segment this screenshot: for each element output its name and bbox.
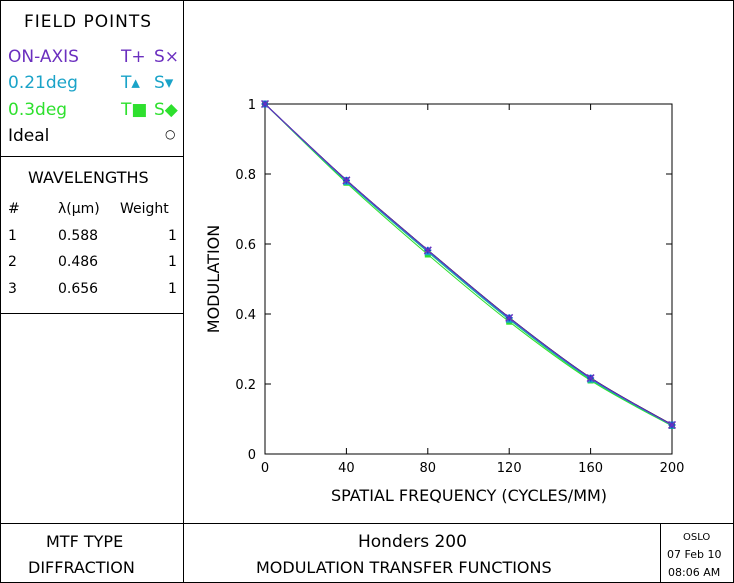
wl-header-index: # [8, 201, 20, 217]
left-panel-divider [183, 0, 184, 524]
field-label: 0.3deg [8, 100, 68, 120]
sagittal-marker: S▾ [154, 73, 174, 93]
wl-weight: 1 [168, 254, 177, 270]
wl-value: 0.656 [58, 281, 99, 297]
y-tick-label: 0.6 [235, 238, 256, 253]
y-tick-label: 0 [248, 448, 256, 463]
mtf-type-value: DIFFRACTION [28, 558, 135, 577]
x-tick-label: 160 [578, 461, 603, 476]
y-tick-label: 0.8 [235, 168, 256, 183]
wavelengths-title: WAVELENGTHS [28, 168, 149, 187]
wavelength-divider [0, 313, 184, 314]
y-tick-label: 0.4 [235, 308, 256, 323]
sagittal-marker: S◆ [154, 100, 178, 120]
marker-on-axis-s [505, 313, 514, 322]
lens-name: Honders 200 [358, 532, 467, 552]
x-tick-label: 0 [261, 461, 269, 476]
wl-index: 1 [8, 228, 17, 244]
x-tick-label: 40 [338, 461, 355, 476]
series-line-0-21deg-t [264, 103, 673, 426]
y-tick-label: 0.2 [235, 378, 256, 393]
footer-left-divider [183, 523, 184, 583]
field-label: ON-AXIS [8, 47, 79, 67]
tangential-marker: T▴ [121, 73, 140, 93]
plot-title: MODULATION TRANSFER FUNCTIONS [256, 558, 552, 577]
legend-divider [0, 156, 184, 157]
wl-weight: 1 [168, 281, 177, 297]
marker-on-axis-s [423, 246, 432, 255]
wl-header-lambda: λ(μm) [58, 201, 100, 217]
wl-weight: 1 [168, 228, 177, 244]
series-line-ideal [264, 103, 673, 426]
footer-right-divider [660, 523, 661, 583]
plot-area [264, 103, 673, 455]
series-line-0-21deg-s [264, 103, 673, 426]
marker-on-axis-s [342, 176, 351, 185]
series-line-0-3deg-t [264, 103, 673, 427]
y-axis-label: MODULATION [204, 225, 223, 333]
x-axis-label: SPATIAL FREQUENCY (CYCLES/MM) [331, 486, 607, 505]
x-tick-label: 120 [497, 461, 522, 476]
plot-date: 07 Feb 10 [667, 548, 722, 561]
marker-on-axis-s [667, 420, 677, 429]
footer-divider [0, 523, 734, 524]
wl-value: 0.588 [58, 228, 99, 244]
wl-index: 2 [8, 254, 17, 270]
field-label: Ideal [8, 126, 50, 146]
sagittal-marker: S× [154, 47, 180, 67]
wl-header-weight: Weight [120, 201, 169, 217]
series-line-on-axis-s [264, 103, 673, 426]
plot-time: 08:06 AM [668, 566, 721, 579]
wl-index: 3 [8, 281, 17, 297]
marker-on-axis-s [586, 374, 595, 383]
field-points-title: FIELD POINTS [24, 12, 153, 32]
field-label: 0.21deg [8, 73, 78, 93]
tangential-marker: T■ [121, 100, 148, 120]
x-tick-label: 200 [660, 461, 685, 476]
ideal-marker: ○ [165, 127, 176, 141]
mtf-type-label: MTF TYPE [46, 532, 124, 551]
series-line-0-3deg-s [264, 103, 673, 426]
y-tick-label: 1 [248, 98, 256, 113]
program-name: OSLO [683, 532, 711, 543]
marker-on-axis-s [260, 99, 270, 109]
tangential-marker: T+ [121, 47, 146, 67]
x-tick-label: 80 [420, 461, 437, 476]
series-line-on-axis-t [264, 103, 673, 426]
wl-value: 0.486 [58, 254, 99, 270]
